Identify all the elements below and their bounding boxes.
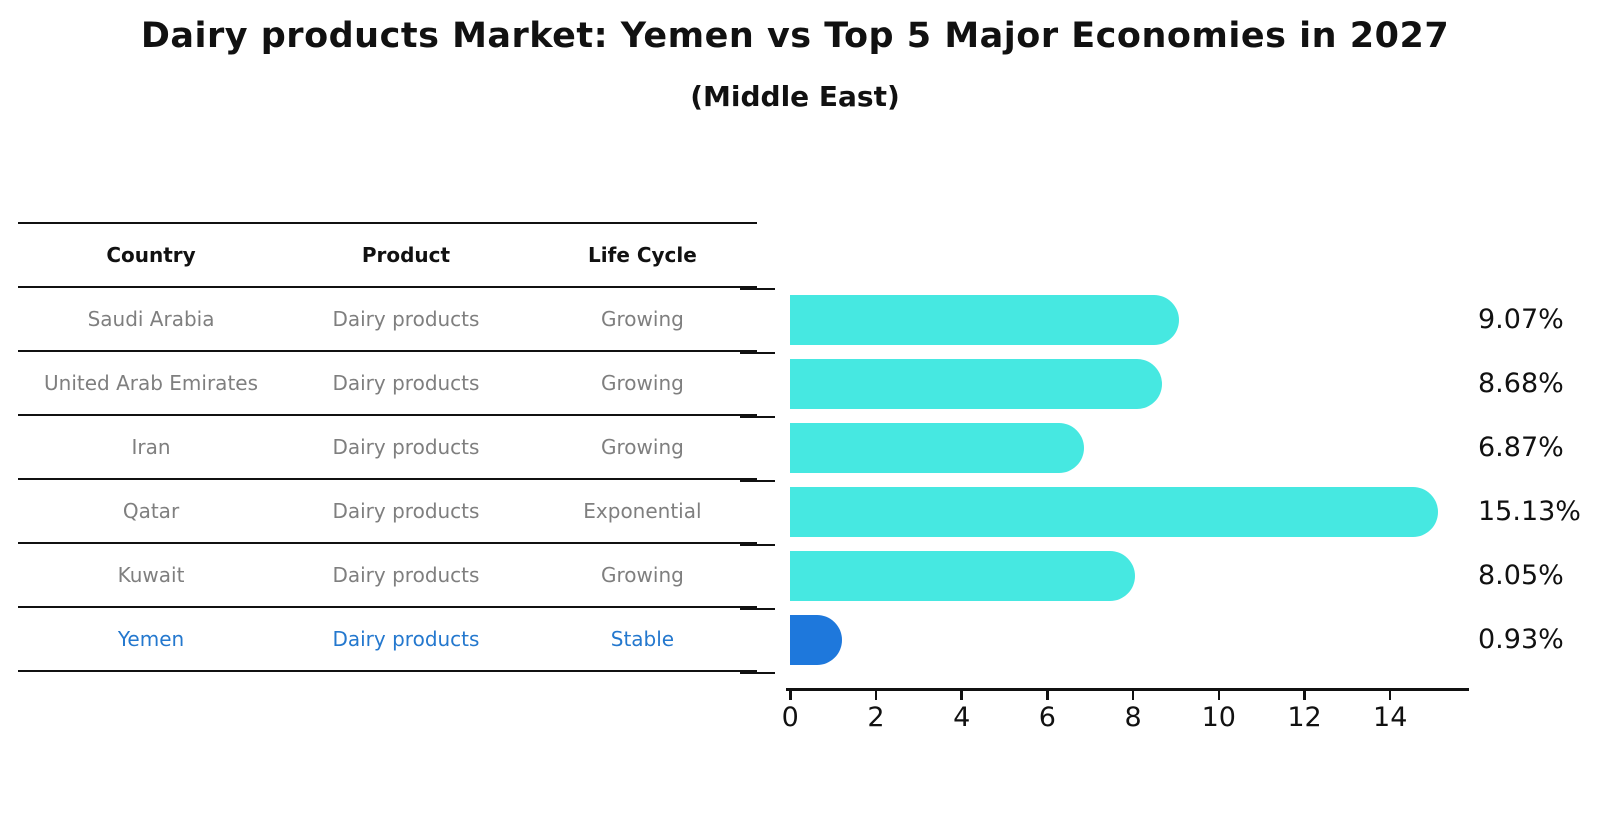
x-axis-tick: 6 (1039, 691, 1056, 733)
country-cell: Kuwait (117, 563, 185, 587)
life-cycle-cell: Growing (601, 371, 684, 395)
life-cycle-cell: Growing (601, 563, 684, 587)
bar-qatar (790, 487, 1439, 537)
value-label-united-arab-emirates: 8.68% (1478, 368, 1564, 399)
column-header-product: Product (361, 243, 451, 267)
life-cycle-cell: Stable (610, 627, 675, 651)
bar-row-iran (790, 416, 1465, 480)
bar-row-saudi-arabia (790, 288, 1465, 352)
x-axis-tick-label: 4 (953, 702, 971, 733)
x-axis-tick: 0 (782, 691, 799, 733)
value-label-saudi-arabia: 9.07% (1478, 304, 1564, 335)
country-cell: United Arab Emirates (44, 371, 259, 395)
x-axis-tick: 10 (1202, 691, 1236, 733)
country-cell: Yemen (117, 627, 185, 651)
bar-row-kuwait (790, 544, 1465, 608)
y-axis-tick (740, 480, 775, 482)
bar-iran (790, 423, 1085, 473)
x-axis-tick-label: 10 (1201, 702, 1236, 733)
country-cell: Qatar (122, 499, 180, 523)
y-axis-tick (740, 608, 775, 610)
product-cell: Dairy products (332, 499, 480, 523)
life-cycle-cell: Exponential (583, 499, 702, 523)
x-axis-tick: 8 (1125, 691, 1142, 733)
country-cell: Saudi Arabia (87, 307, 215, 331)
column-header-country: Country (106, 243, 196, 267)
chart-title: Dairy products Market: Yemen vs Top 5 Ma… (140, 16, 1450, 56)
y-axis-tick (740, 416, 775, 418)
bar-row-yemen (790, 608, 1465, 672)
table-row-united-arab-emirates: United Arab Emirates Dairy products Grow… (18, 352, 757, 416)
bar-row-qatar (790, 480, 1465, 544)
chart-subtitle: (Middle East) (690, 80, 900, 113)
value-label-iran: 6.87% (1478, 432, 1564, 463)
y-axis-tick (740, 352, 775, 354)
x-axis-line (786, 688, 1469, 691)
product-cell: Dairy products (332, 627, 480, 651)
y-axis-tick (740, 544, 775, 546)
bar-saudi-arabia (790, 295, 1179, 345)
x-axis-tick: 14 (1373, 691, 1407, 733)
product-cell: Dairy products (332, 563, 480, 587)
table-row-yemen: Yemen Dairy products Stable (18, 608, 757, 672)
y-axis-tick (740, 672, 775, 674)
country-table: Country Product Life Cycle Saudi Arabia … (18, 222, 757, 672)
product-cell: Dairy products (332, 307, 480, 331)
x-axis-tick-label: 8 (1124, 702, 1142, 733)
value-labels: 9.07% 8.68% 6.87% 15.13% 8.05% 0.93% (1478, 288, 1604, 672)
bar-kuwait (790, 551, 1135, 601)
country-cell: Iran (131, 435, 171, 459)
bar-plot-area: 0 2 4 6 8 10 12 14 (740, 288, 1469, 733)
life-cycle-cell: Growing (601, 307, 684, 331)
bar-yemen (790, 615, 842, 665)
table-row-iran: Iran Dairy products Growing (18, 416, 757, 480)
table-header-row: Country Product Life Cycle (18, 222, 757, 288)
x-axis-tick-label: 2 (867, 702, 885, 733)
life-cycle-cell: Growing (601, 435, 684, 459)
y-axis-tick (740, 288, 775, 290)
bar-united-arab-emirates (790, 359, 1162, 409)
x-axis-tick-label: 14 (1373, 702, 1408, 733)
x-axis-tick: 2 (867, 691, 885, 733)
product-cell: Dairy products (332, 435, 480, 459)
value-label-qatar: 15.13% (1478, 496, 1581, 527)
column-header-life-cycle: Life Cycle (588, 243, 697, 267)
value-label-yemen: 0.93% (1478, 624, 1564, 655)
bar-row-united-arab-emirates (790, 352, 1465, 416)
table-row-kuwait: Kuwait Dairy products Growing (18, 544, 757, 608)
table-row-saudi-arabia: Saudi Arabia Dairy products Growing (18, 288, 757, 352)
x-axis-tick-label: 12 (1287, 702, 1322, 733)
x-axis-tick-label: 6 (1038, 702, 1056, 733)
x-axis-tick-label: 0 (781, 702, 799, 733)
x-axis-tick: 12 (1287, 691, 1322, 733)
x-axis-tick: 4 (953, 691, 970, 733)
table-row-qatar: Qatar Dairy products Exponential (18, 480, 757, 544)
product-cell: Dairy products (332, 371, 480, 395)
value-label-kuwait: 8.05% (1478, 560, 1564, 591)
